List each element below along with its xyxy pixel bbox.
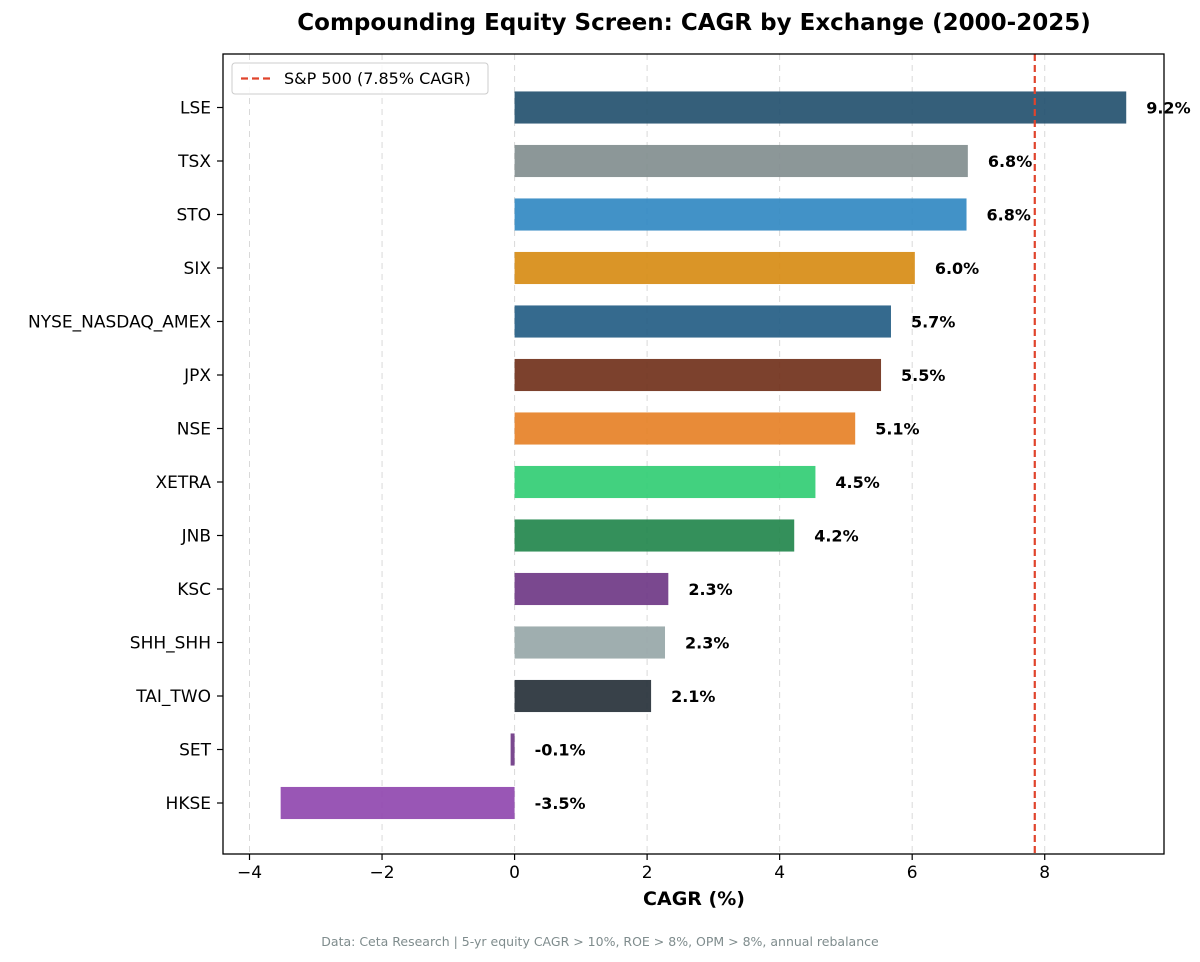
- bar-tai_two: [514, 679, 652, 713]
- y-axis-ticks: LSE TSX STO SIX NYSE_NASDAQ_AMEX JPX NSE XETRA J…: [28, 99, 223, 814]
- bar-jpx: [514, 358, 882, 392]
- data-label: 9.2%: [1146, 99, 1190, 118]
- bar-shh_shh: [514, 626, 666, 659]
- x-axis-label: CAGR (%): [643, 888, 745, 910]
- data-label: 5.5%: [901, 366, 945, 385]
- y-tick-label: XETRA: [155, 473, 211, 493]
- y-tick-label: LSE: [180, 99, 211, 119]
- bar-tsx: [514, 144, 968, 178]
- data-label: 6.0%: [935, 259, 979, 278]
- footnote: Data: Ceta Research | 5-yr equity CAGR >…: [321, 934, 879, 949]
- bar-jnb: [514, 519, 795, 552]
- y-tick-label: NYSE_NASDAQ_AMEX: [28, 313, 211, 333]
- data-label: 6.8%: [988, 152, 1032, 171]
- data-label: 4.2%: [814, 527, 858, 546]
- bar-nyse_nasdaq_amex: [514, 305, 891, 338]
- bar-ksc: [514, 572, 669, 606]
- y-tick-label: SHH_SHH: [130, 634, 211, 654]
- x-axis-ticks: −4 −2 0 2 4 6 8: [237, 854, 1050, 883]
- x-tick-label: −4: [237, 863, 262, 883]
- bar-lse: [514, 91, 1127, 124]
- data-label: 2.1%: [671, 687, 715, 706]
- y-tick-label: TAI_TWO: [135, 687, 211, 707]
- data-label: 5.7%: [911, 313, 955, 332]
- bar-six: [514, 251, 915, 285]
- bar-xetra: [514, 465, 816, 499]
- data-label: 6.8%: [987, 206, 1031, 225]
- x-tick-label: 4: [774, 863, 785, 883]
- data-labels: 9.2% 6.8% 6.8% 6.0% 5.7% 5.5% 5.1% 4.5% 4.2% 2.3%…: [535, 99, 1191, 814]
- y-tick-label: JPX: [183, 366, 211, 386]
- y-tick-label: NSE: [177, 420, 211, 440]
- x-tick-label: 8: [1039, 863, 1050, 883]
- gridlines: [249, 54, 1046, 854]
- legend: S&P 500 (7.85% CAGR): [231, 62, 489, 95]
- bar-nse: [514, 412, 856, 445]
- data-label: 4.5%: [835, 473, 879, 492]
- x-tick-label: 6: [907, 863, 918, 883]
- x-tick-label: 2: [642, 863, 653, 883]
- data-label: -3.5%: [535, 794, 586, 813]
- bar-sto: [514, 198, 967, 231]
- data-label: 5.1%: [875, 420, 919, 439]
- plot-frame: [222, 53, 1165, 855]
- data-label: 2.3%: [688, 580, 732, 599]
- y-tick-label: HKSE: [166, 794, 211, 814]
- y-tick-label: SIX: [184, 259, 212, 279]
- bar-hkse: [280, 786, 515, 820]
- y-tick-label: TSX: [177, 152, 211, 172]
- x-tick-label: 0: [509, 863, 520, 883]
- legend-frame: [231, 62, 489, 95]
- legend-label: S&P 500 (7.85% CAGR): [284, 69, 471, 88]
- chart-title: Compounding Equity Screen: CAGR by Excha…: [297, 10, 1090, 36]
- bar-set: [510, 733, 515, 766]
- y-tick-label: KSC: [177, 580, 211, 600]
- x-tick-label: −2: [370, 863, 395, 883]
- bars: [280, 91, 1127, 820]
- data-label: -0.1%: [535, 741, 586, 760]
- data-label: 2.3%: [685, 634, 729, 653]
- y-tick-label: JNB: [181, 527, 211, 547]
- y-tick-label: SET: [179, 741, 212, 761]
- y-tick-label: STO: [176, 206, 211, 226]
